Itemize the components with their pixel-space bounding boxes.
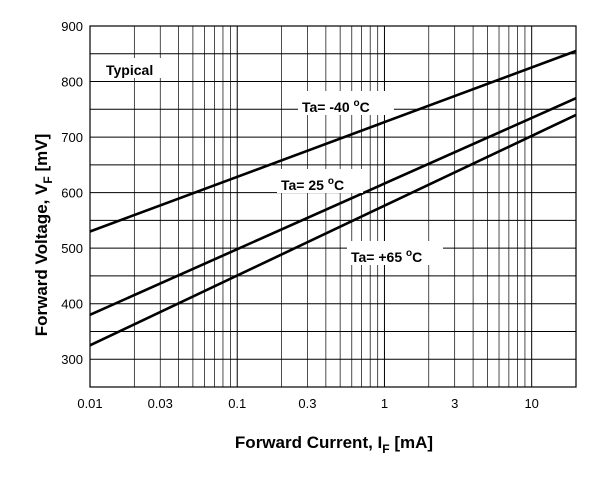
- x-tick-label: 0.1: [228, 396, 246, 411]
- x-axis-title: Forward Current, IF [mA]: [235, 433, 433, 456]
- series-label-bg: [277, 169, 363, 193]
- tick-labels: 0.01 0.03 0.1 0.3 1 3 10 300 400 500 600 700 800 900: [61, 19, 539, 411]
- series-label-bg: [347, 241, 443, 265]
- y-tick-label: 600: [61, 186, 83, 201]
- y-tick-label: 800: [61, 75, 83, 90]
- x-tick-label: 3: [451, 396, 458, 411]
- series-line: [89, 97, 577, 316]
- y-tick-label: 700: [61, 130, 83, 145]
- series-label: Ta= 25 oC: [281, 176, 344, 193]
- x-tick-label: 10: [524, 396, 538, 411]
- series-line: [89, 113, 577, 347]
- x-tick-label: 0.03: [148, 396, 173, 411]
- y-tick-label: 900: [61, 19, 83, 34]
- series-line: [89, 49, 577, 233]
- y-tick-label: 300: [61, 352, 83, 367]
- annotations-layer: Typical Ta= -40 oC Ta= 25 oC Ta= +65 oC: [102, 58, 443, 265]
- series-layer: [89, 49, 577, 347]
- y-axis-title: Forward Voltage, VF [mV]: [32, 134, 55, 337]
- x-tick-label: 0.3: [298, 396, 316, 411]
- y-tick-label: 500: [61, 241, 83, 256]
- x-tick-label: 1: [381, 396, 388, 411]
- series-label: Ta= +65 oC: [351, 248, 422, 265]
- plot-frame: [89, 25, 577, 388]
- x-tick-label: 0.01: [77, 396, 102, 411]
- y-tick-label: 400: [61, 297, 83, 312]
- series-label: Ta= -40 oC: [302, 98, 370, 115]
- typical-label-bg: [102, 58, 164, 78]
- series-label-bg: [298, 91, 394, 115]
- typical-label: Typical: [106, 62, 153, 78]
